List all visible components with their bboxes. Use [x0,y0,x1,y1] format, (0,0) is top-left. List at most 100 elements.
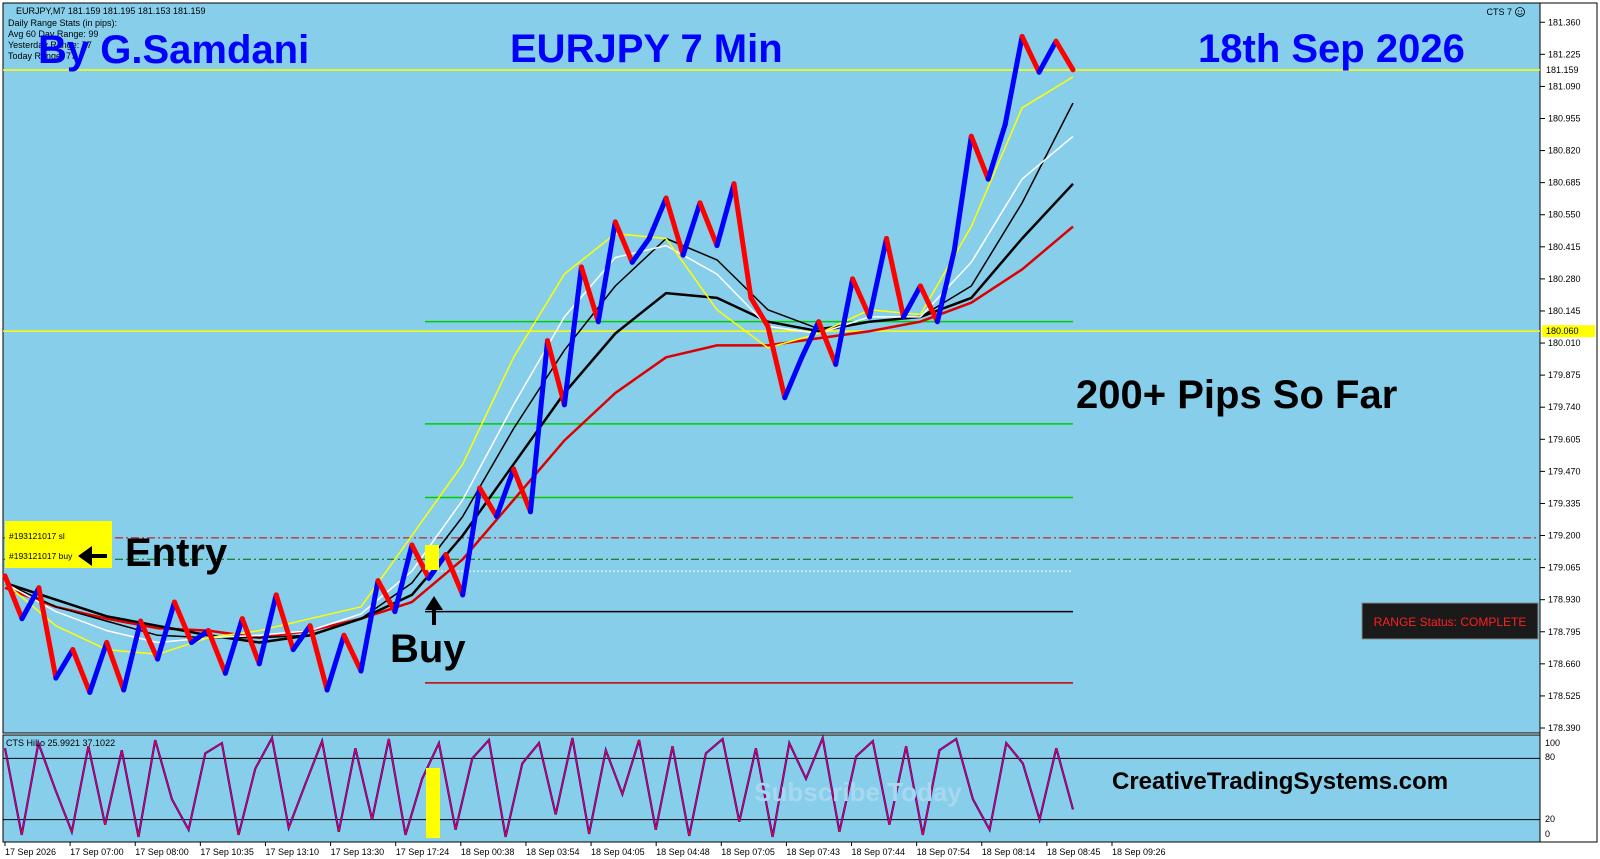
y-tick-label: 180.820 [1548,146,1581,156]
up-arrow-icon [425,596,443,625]
price-segment [833,276,856,367]
main-chart-area[interactable] [2,2,1541,734]
range-status-text: RANGE Status: COMPLETE [1374,615,1527,629]
price-segment [968,133,991,182]
price-segment [951,133,974,253]
price-segment [663,195,686,258]
x-tick-label: 18 Sep 07:44 [852,847,906,857]
osc-tick-20: 20 [1545,814,1555,824]
price-segment [189,628,211,645]
price-segment [494,466,517,519]
price-segment [612,219,635,265]
price-segment [765,323,788,401]
price-segment [748,295,771,329]
price-segment [70,647,93,695]
price-segment [273,592,296,653]
price-segment [511,466,533,515]
y-tick-label: 180.280 [1548,274,1581,284]
price-segment [19,585,42,622]
level-price-badge-bg [1542,325,1595,338]
price-segment [256,592,279,667]
y-tick-label: 178.390 [1548,723,1581,733]
price-segment [629,236,652,265]
indicator-title: CTS HiLo 25.9921 37.1022 [6,738,115,748]
y-tick-label: 178.660 [1548,659,1581,669]
x-tick-label: 17 Sep 2026 [5,847,56,857]
price-axis[interactable] [1539,2,1598,843]
price-series [2,34,1076,695]
x-tick-label: 18 Sep 08:45 [1047,847,1101,857]
order-tag-box[interactable] [5,521,112,568]
x-tick-label: 18 Sep 07:43 [786,847,840,857]
order-sl-label: #193121017 sl [9,531,65,541]
y-tick-label: 180.685 [1548,178,1581,188]
price-segment [714,181,737,249]
author-title: By G.Samdani [38,28,309,72]
y-tick-label: 179.065 [1548,563,1581,573]
horizontal-levels [3,69,1540,684]
price-segment [1019,34,1042,75]
osc-tick-100: 100 [1545,738,1560,748]
price-segment [799,319,822,360]
price-segment [205,628,228,676]
price-segment [901,283,923,320]
x-tick-label: 18 Sep 00:38 [461,847,515,857]
stats-title: Daily Range Stats (in pips): [8,18,117,28]
x-tick-label: 17 Sep 10:35 [200,847,254,857]
y-tick-label: 178.525 [1548,691,1581,701]
osc-tick-80: 80 [1545,752,1555,762]
price-segment [1053,38,1076,73]
price-segment [561,264,584,408]
range-status-box[interactable] [1361,602,1539,640]
y-tick-label: 180.415 [1548,242,1581,252]
buy-marker-box [425,545,439,570]
x-tick-label: 18 Sep 07:54 [917,847,971,857]
price-segment [782,354,805,401]
price-segment [104,640,127,693]
price-segment [36,585,59,681]
price-segment [155,599,177,662]
y-tick-label: 178.930 [1548,595,1581,605]
price-segment [222,616,245,676]
price-segment [680,200,703,258]
osc-line-red [4,735,1074,838]
y-tick-label: 178.795 [1548,627,1581,637]
price-segment [884,236,906,320]
price-segment [324,632,347,693]
y-tick-label: 179.740 [1548,402,1581,412]
indicator-panel[interactable] [2,734,1541,843]
y-tick-label: 180.010 [1548,338,1581,348]
price-segment [646,195,669,241]
current-price-badge: 181.159 [1546,65,1579,75]
x-tick-label: 17 Sep 08:00 [135,847,189,857]
level-price-badge: 180.060 [1546,326,1579,336]
stats-avg-range: Avg 60 Day Range: 99 [8,29,98,39]
symbol-title: EURJPY 7 Min [510,27,783,71]
x-tick-label: 18 Sep 04:48 [656,847,710,857]
indicator-highlight [426,768,440,838]
price-segment [2,573,25,622]
price-segment [392,542,415,615]
y-tick-label: 181.225 [1548,49,1581,59]
price-segment [290,623,313,653]
ma-yellow-line [4,76,1074,656]
x-tick-label: 18 Sep 09:26 [1112,847,1166,857]
price-segment [1036,38,1059,75]
entry-label: Entry [125,531,228,575]
date-title: 18th Sep 2026 [1198,27,1465,71]
y-tick-label: 179.605 [1548,434,1581,444]
watermark: Subscribe Today [754,777,962,807]
website-label[interactable]: CreativeTradingSystems.com [1112,768,1448,795]
price-segment [545,338,567,408]
y-axis-ticks: 181.360 181.225 181.090 180.955 180.820 180.6… [1540,17,1595,733]
y-tick-label: 180.550 [1548,210,1581,220]
smiley-icon [1515,7,1525,17]
current-price-badge-bg [1542,64,1595,77]
price-segment [239,616,262,667]
left-arrow-icon [78,546,107,566]
symbol-info-line: EURJPY,M7 181.159 181.195 181.153 181.15… [16,6,205,16]
y-tick-label: 179.470 [1548,466,1581,476]
price-segment [341,632,364,674]
price-segment [172,599,194,645]
